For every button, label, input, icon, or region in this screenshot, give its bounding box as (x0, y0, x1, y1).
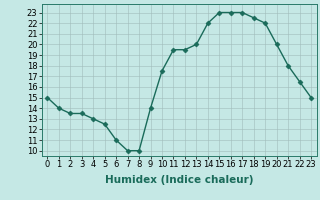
X-axis label: Humidex (Indice chaleur): Humidex (Indice chaleur) (105, 175, 253, 185)
